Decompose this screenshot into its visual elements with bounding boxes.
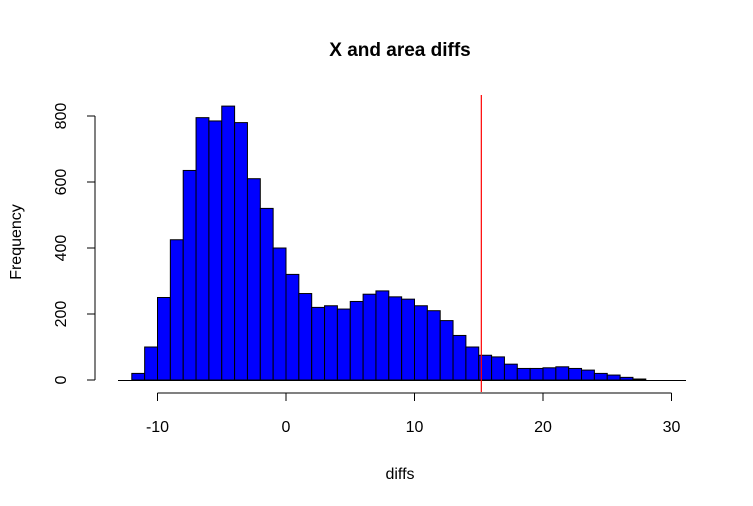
histogram-bar [144,346,158,381]
histogram-bar [606,374,621,381]
x-axis-label: diffs [385,466,414,483]
histogram-bar [298,293,313,381]
y-tick-label: 600 [53,169,70,196]
histogram-bar [349,300,364,381]
histogram-bar [388,296,403,381]
x-tick-label: 0 [282,419,291,436]
y-tick-label: 400 [53,235,70,262]
histogram-bar [593,372,608,381]
chart-title: X and area diffs [329,40,471,61]
histogram-bar [131,372,146,381]
y-axis-label: Frequency [8,204,25,280]
histogram-bar [414,305,428,381]
y-tick-label: 200 [53,301,70,328]
histogram-bar [491,356,505,381]
y-axis: 0 200 400 600 800 [53,103,96,384]
histogram-bar [542,367,557,381]
histogram-bar [465,346,480,381]
histogram-bar [568,367,583,381]
histogram-bar [439,320,454,381]
histogram-bar [632,378,647,381]
histogram-bar [426,310,441,381]
histogram-bar [221,105,236,381]
x-tick-label: 30 [663,419,681,436]
histogram-bar [529,367,544,381]
histogram-bar [234,122,248,381]
histogram-bar [581,369,595,381]
histogram-bar [336,308,351,381]
histogram-bar [362,293,377,381]
histogram-bar [375,290,390,381]
histogram-bar [246,178,261,381]
histogram-bar [169,239,184,381]
histogram-bar [619,376,634,381]
histogram-bar [452,334,467,381]
x-tick-label: -10 [146,419,169,436]
histogram-bar [182,169,197,381]
histogram-bars [118,105,686,381]
histogram-bar [259,207,274,381]
histogram-bar [272,247,287,381]
histogram-bar [503,363,518,381]
histogram-bar [401,298,415,381]
y-tick-label: 0 [53,375,70,384]
histogram-bar [285,273,300,381]
histogram-bar [324,305,338,381]
histogram-bar [311,306,326,381]
x-axis: -10 0 10 20 30 [146,392,681,436]
histogram-bar [478,354,493,381]
y-tick-label: 800 [53,103,70,130]
histogram-bar [195,117,210,381]
histogram-bar [208,120,223,381]
histogram-bar [516,367,531,381]
x-tick-label: 10 [406,419,424,436]
histogram-bar [555,366,570,381]
histogram-bar [157,297,171,381]
x-tick-label: 20 [534,419,552,436]
